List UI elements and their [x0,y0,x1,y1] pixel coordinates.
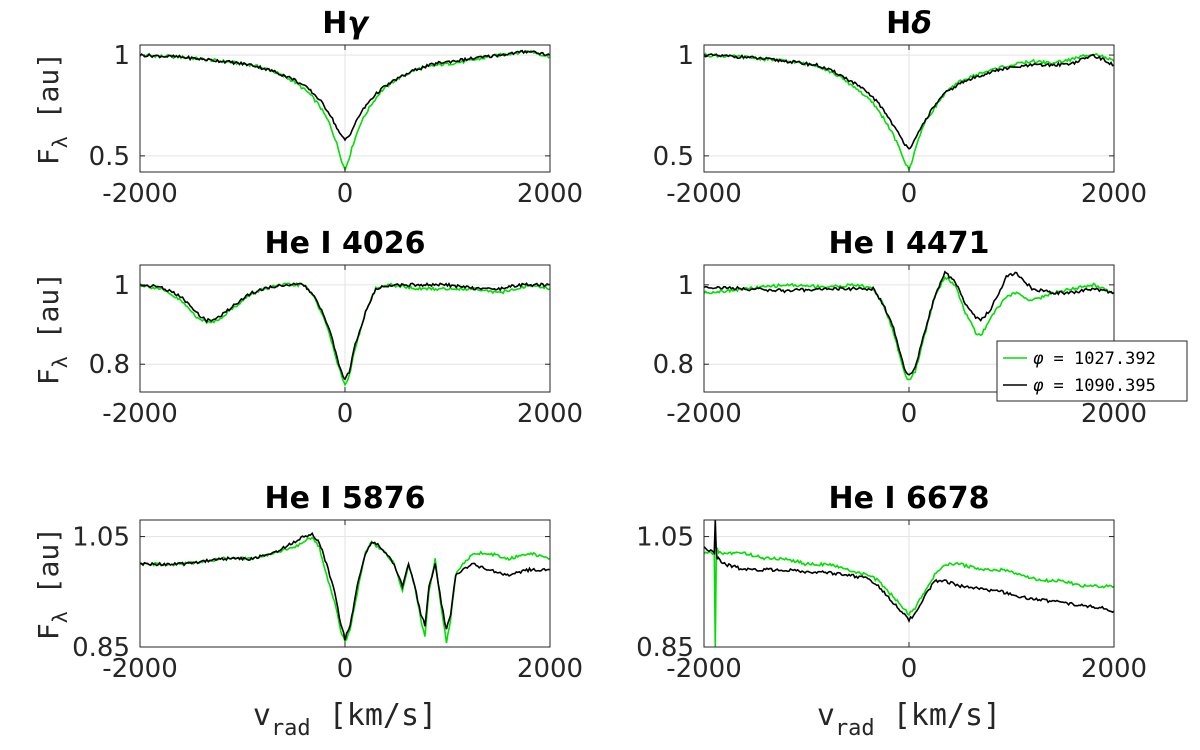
y-tick-label: 0.5 [89,142,130,172]
series-line-2 [704,520,1114,623]
x-tick-label: 2000 [1081,399,1147,429]
x-tick-label: -2000 [666,179,742,209]
legend-entry: φ = 1027.392 [1033,349,1156,369]
x-tick-label: -2000 [102,179,178,209]
y-tick-label: 0.8 [89,350,130,380]
y-tick-label: 0.85 [72,633,130,663]
x-tick-label: -2000 [102,654,178,684]
y-tick-label: 1 [113,271,130,301]
chart-title: He I 5876 [264,481,425,516]
series-line-1 [704,275,1114,381]
panel-3: -2000 0 2000 0.8 1 He I 4026 Fλ [au] [32,226,583,429]
x-tick-label: 2000 [517,179,583,209]
series-line-2 [140,282,550,381]
y-tick-label: 1.05 [72,523,130,553]
legend: φ = 1027.392 φ = 1090.395 [996,340,1188,402]
x-tick-label: 2000 [1081,179,1147,209]
series-line-2 [704,270,1114,376]
y-tick-label: 1 [677,41,694,71]
legend-entry: φ = 1090.395 [1033,376,1156,396]
y-tick-label: 0.85 [636,633,694,663]
y-axis-label: Fλ [au] [32,52,72,165]
panel-5: -2000 0 2000 0.85 1.05 He I 5876 Fλ [au] vrad [… [32,481,583,741]
series-line-1 [140,281,550,387]
x-axis-label: vrad [km/s] [817,698,1001,741]
legend-box [996,340,1188,402]
x-tick-label: 2000 [517,654,583,684]
series-line-2 [140,531,550,641]
x-tick-label: 2000 [1081,654,1147,684]
x-tick-label: 0 [337,399,354,429]
x-axis-label: vrad [km/s] [253,698,437,741]
x-tick-label: 0 [901,654,918,684]
x-tick-label: -2000 [102,399,178,429]
series-line-2 [704,53,1114,150]
y-axis-label: Fλ [au] [32,527,72,640]
chart-title: He I 4471 [828,226,989,261]
y-tick-label: 1.05 [636,523,694,553]
y-tick-label: 1 [677,271,694,301]
panel-6: -2000 0 2000 0.85 1.05 He I 6678 vrad [km/s] [636,481,1147,741]
y-tick-label: 0.8 [653,350,694,380]
y-axis-label: Fλ [au] [32,272,72,385]
y-tick-label: 0.5 [653,142,694,172]
series-line-1 [704,547,1114,647]
x-tick-label: 0 [337,179,354,209]
x-tick-label: 0 [901,399,918,429]
panel-2: -2000 0 2000 0.5 1 Hδ [653,6,1147,209]
x-tick-label: -2000 [666,654,742,684]
series-line-2 [140,49,550,142]
chart-title: He I 4026 [264,226,425,261]
y-tick-label: 1 [113,41,130,71]
x-tick-label: 2000 [517,399,583,429]
chart-title: Hγ [322,6,370,41]
chart-title: He I 6678 [828,481,989,516]
x-tick-label: -2000 [666,399,742,429]
x-tick-label: 0 [337,654,354,684]
chart-title: Hδ [886,6,932,41]
x-tick-label: 0 [901,179,918,209]
panel-1: -2000 0 2000 0.5 1 Hγ Fλ [au] [32,6,583,209]
